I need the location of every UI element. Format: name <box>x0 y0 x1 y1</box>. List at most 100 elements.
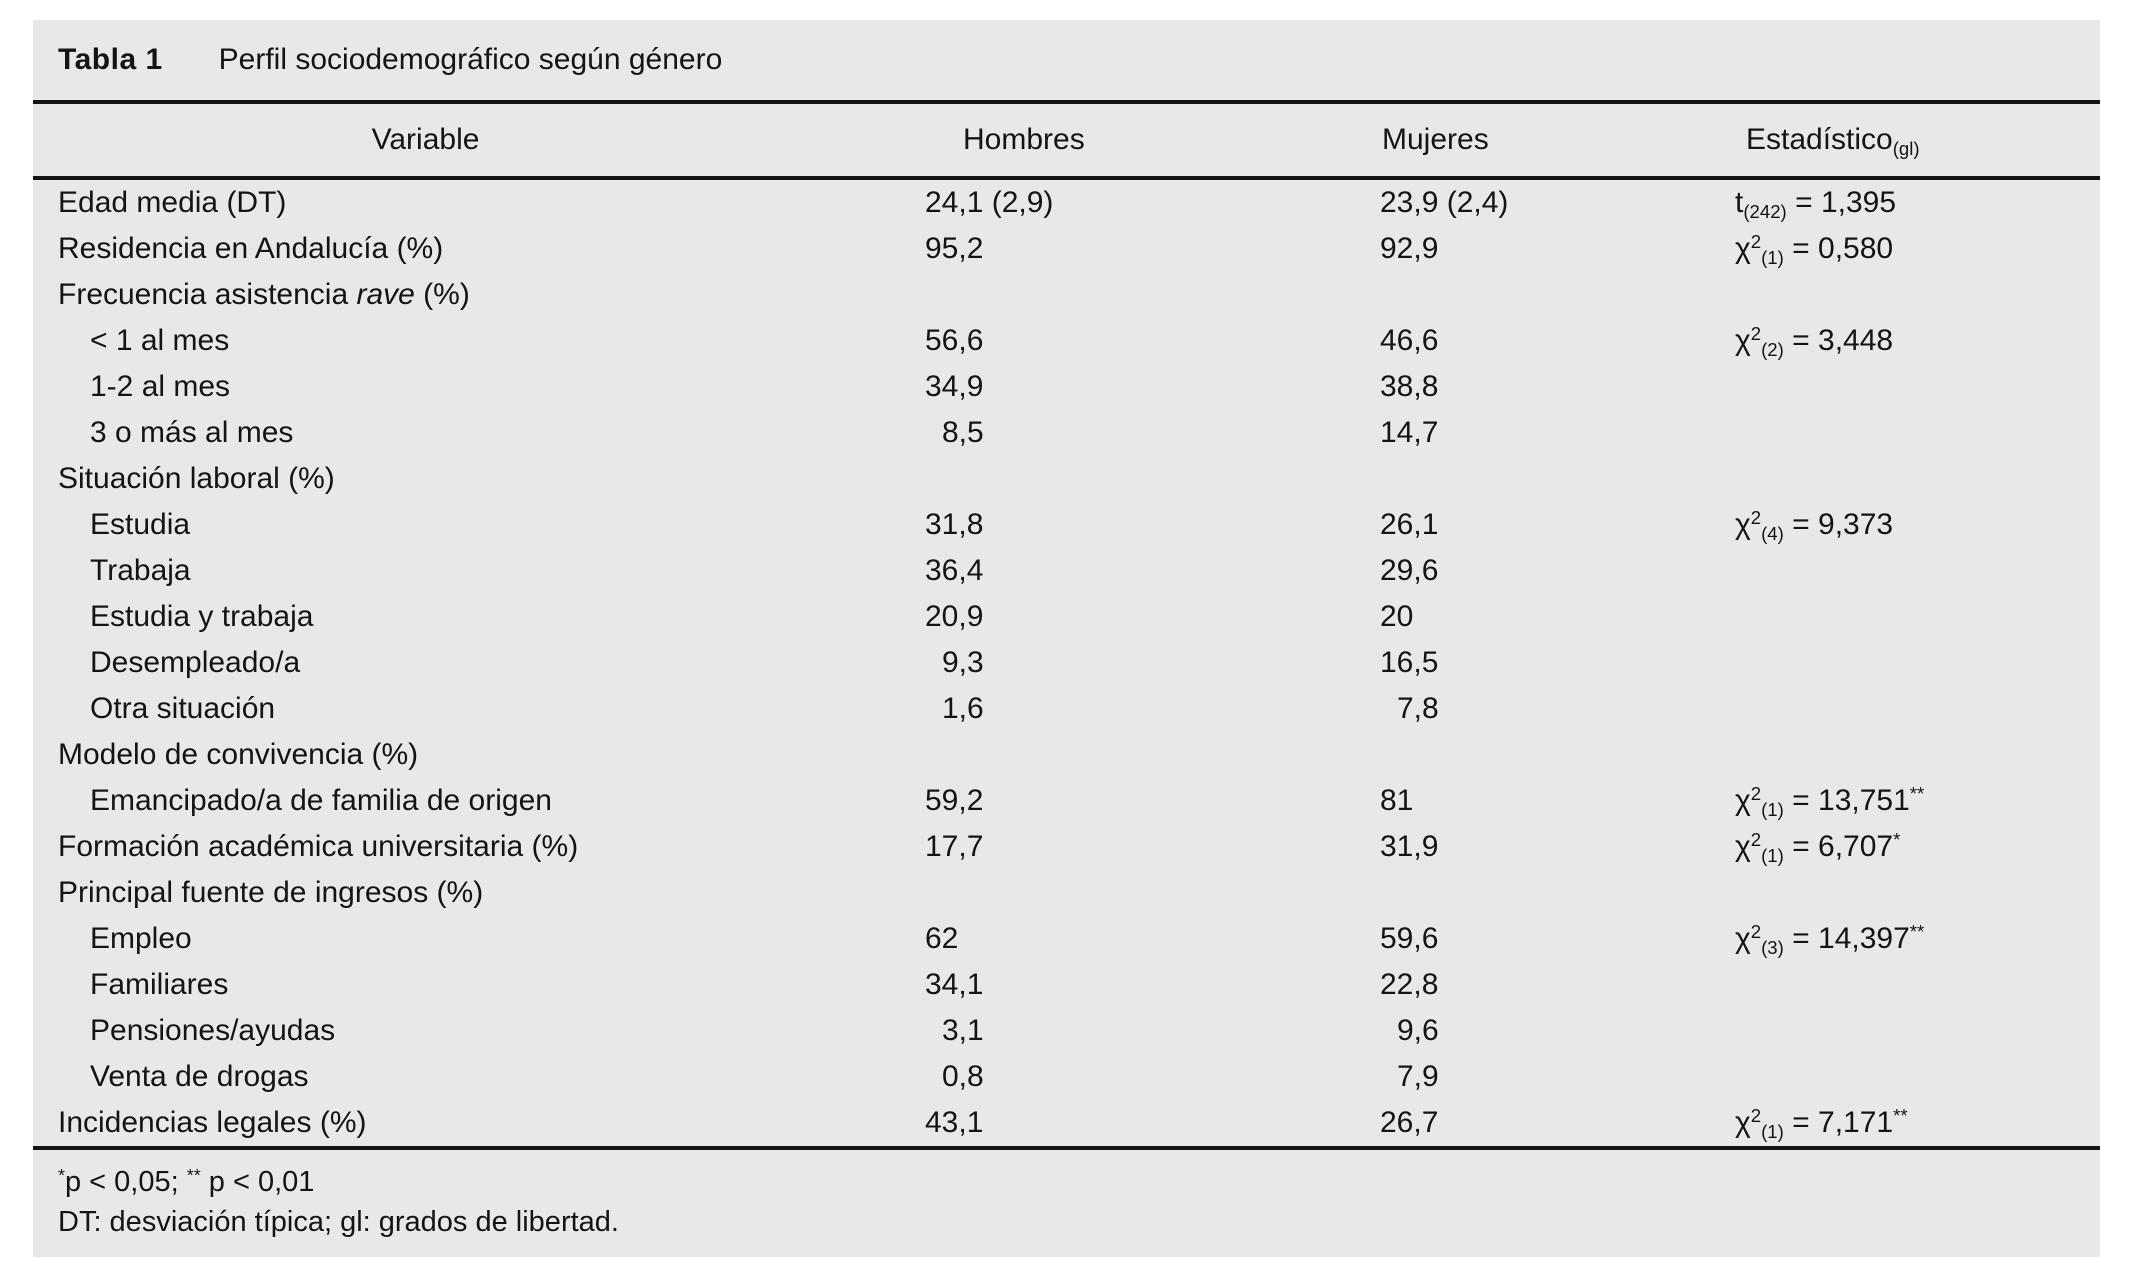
table-row: Modelo de convivencia (%) <box>33 732 2100 778</box>
hombres-value: 17,7 <box>925 830 984 863</box>
hombres-value: 0,8 <box>942 1060 984 1093</box>
hombres-value: 1,6 <box>942 692 984 725</box>
column-header-estadistico: Estadístico(gl) <box>1746 123 1920 159</box>
mujeres-value: 14,7 <box>1380 416 1439 449</box>
row-label: Frecuencia asistencia rave (%) <box>58 278 470 311</box>
footnote-abbreviations: DT: desviación típica; gl: grados de lib… <box>58 1206 619 1238</box>
mujeres-value: 26,1 <box>1380 508 1439 541</box>
mujeres-value: 23,9 (2,4) <box>1380 186 1509 219</box>
row-label: 3 o más al mes <box>90 416 294 449</box>
table-row: Empleo 62 59,6 χ2(3) = 14,397** <box>33 916 2100 962</box>
column-header-variable: Variable <box>371 123 480 156</box>
row-label: Emancipado/a de familia de origen <box>90 784 552 817</box>
hombres-value: 9,3 <box>942 646 984 679</box>
column-header-mujeres: Mujeres <box>1382 123 1489 156</box>
table-caption: Tabla 1 Perfil sociodemográfico según gé… <box>33 20 2100 100</box>
table-row: Incidencias legales (%) 43,1 26,7 χ2(1) = 7… <box>33 1100 2100 1146</box>
table-row: Principal fuente de ingresos (%) <box>33 870 2100 916</box>
row-label: Modelo de convivencia (%) <box>58 738 419 771</box>
row-label: Familiares <box>90 968 229 1001</box>
row-label: Situación laboral (%) <box>58 462 335 495</box>
hombres-value: 24,1 (2,9) <box>925 186 1054 219</box>
table-row: Situación laboral (%) <box>33 456 2100 502</box>
statistic-value: χ2(1) = 6,707* <box>1735 828 1901 867</box>
mujeres-value: 46,6 <box>1380 324 1439 357</box>
table-panel: Tabla 1 Perfil sociodemográfico según gé… <box>33 20 2100 1257</box>
table-row: Estudia y trabaja 20,9 20 <box>33 594 2100 640</box>
hombres-value: 8,5 <box>942 416 984 449</box>
table-row: Formación académica universitaria (%) 17,… <box>33 824 2100 870</box>
table-row: Desempleado/a 9,3 16,5 <box>33 640 2100 686</box>
estadistico-gl-subscript: (gl) <box>1892 137 1920 159</box>
row-label: Incidencias legales (%) <box>58 1106 367 1139</box>
table-row: Otra situación 1,6 7,8 <box>33 686 2100 732</box>
table-row: Estudia 31,8 26,1 χ2(4) = 9,373 <box>33 502 2100 548</box>
hombres-value: 3,1 <box>942 1014 984 1047</box>
hombres-value: 56,6 <box>925 324 984 357</box>
row-label: Estudia <box>90 508 191 541</box>
hombres-value: 36,4 <box>925 554 984 587</box>
table-row: Venta de drogas 0,8 7,9 <box>33 1054 2100 1100</box>
table-header-row: Variable Hombres Mujeres Estadístico(gl) <box>33 104 2100 176</box>
table-row: Pensiones/ayudas 3,1 9,6 <box>33 1008 2100 1054</box>
mujeres-value: 22,8 <box>1380 968 1439 1001</box>
row-label: 1-2 al mes <box>90 370 231 403</box>
table-row: Trabaja 36,4 29,6 <box>33 548 2100 594</box>
statistic-value: χ2(4) = 9,373 <box>1735 506 1894 545</box>
table-title: Perfil sociodemográfico según género <box>218 43 723 76</box>
statistic-value: χ2(1) = 0,580 <box>1735 230 1894 269</box>
row-label: Otra situación <box>90 692 276 725</box>
row-label: Pensiones/ayudas <box>90 1014 336 1047</box>
statistic-value: t(242) = 1,395 <box>1735 186 1897 223</box>
hombres-value: 20,9 <box>925 600 984 633</box>
row-label: Empleo <box>90 922 192 955</box>
mujeres-value: 31,9 <box>1380 830 1439 863</box>
row-label: Principal fuente de ingresos (%) <box>58 876 484 909</box>
table-row: < 1 al mes 56,6 46,6 χ2(2) = 3,448 <box>33 318 2100 364</box>
mujeres-value: 16,5 <box>1380 646 1439 679</box>
hombres-value: 31,8 <box>925 508 984 541</box>
row-label: Formación académica universitaria (%) <box>58 830 579 863</box>
row-label: < 1 al mes <box>90 324 230 357</box>
rule-bottom <box>33 1146 2100 1150</box>
row-label: Residencia en Andalucía (%) <box>58 232 444 265</box>
mujeres-value: 81 <box>1380 784 1414 817</box>
hombres-value: 34,9 <box>925 370 984 403</box>
table-row: Edad media (DT) 24,1 (2,9) 23,9 (2,4) t(242… <box>33 180 2100 226</box>
mujeres-value: 7,9 <box>1397 1060 1439 1093</box>
table-row: Residencia en Andalucía (%) 95,2 92,9 χ2(1)… <box>33 226 2100 272</box>
row-label: Desempleado/a <box>90 646 301 679</box>
footnote-significance: *p < 0,05; ** p < 0,01 <box>58 1165 315 1198</box>
mujeres-value: 7,8 <box>1397 692 1439 725</box>
row-label: Edad media (DT) <box>58 186 287 219</box>
table-row: Familiares 34,1 22,8 <box>33 962 2100 1008</box>
statistic-value: χ2(1) = 13,751** <box>1735 782 1925 821</box>
table-row: 1-2 al mes 34,9 38,8 <box>33 364 2100 410</box>
mujeres-value: 59,6 <box>1380 922 1439 955</box>
table-row: 3 o más al mes 8,5 14,7 <box>33 410 2100 456</box>
row-label: Estudia y trabaja <box>90 600 314 633</box>
row-label: Trabaja <box>90 554 191 587</box>
column-header-hombres: Hombres <box>963 123 1085 156</box>
table-footnotes: *p < 0,05; ** p < 0,01 DT: desviación tí… <box>33 1150 2100 1241</box>
mujeres-value: 26,7 <box>1380 1106 1439 1139</box>
row-label: Venta de drogas <box>90 1060 309 1093</box>
table-body: Edad media (DT) 24,1 (2,9) 23,9 (2,4) t(242… <box>33 180 2100 1146</box>
mujeres-value: 38,8 <box>1380 370 1439 403</box>
statistic-value: χ2(3) = 14,397** <box>1735 920 1925 959</box>
hombres-value: 95,2 <box>925 232 984 265</box>
hombres-value: 43,1 <box>925 1106 984 1139</box>
hombres-value: 62 <box>925 922 959 955</box>
rule-top <box>33 100 2100 104</box>
table-number: Tabla 1 <box>58 43 163 76</box>
hombres-value: 34,1 <box>925 968 984 1001</box>
mujeres-value: 9,6 <box>1397 1014 1439 1047</box>
rule-below-header <box>33 176 2100 180</box>
table-row: Frecuencia asistencia rave (%) <box>33 272 2100 318</box>
mujeres-value: 29,6 <box>1380 554 1439 587</box>
statistic-value: χ2(1) = 7,171** <box>1735 1104 1908 1143</box>
table-row: Emancipado/a de familia de origen 59,2 81 χ… <box>33 778 2100 824</box>
statistic-value: χ2(2) = 3,448 <box>1735 322 1894 361</box>
hombres-value: 59,2 <box>925 784 984 817</box>
mujeres-value: 20 <box>1380 600 1414 633</box>
